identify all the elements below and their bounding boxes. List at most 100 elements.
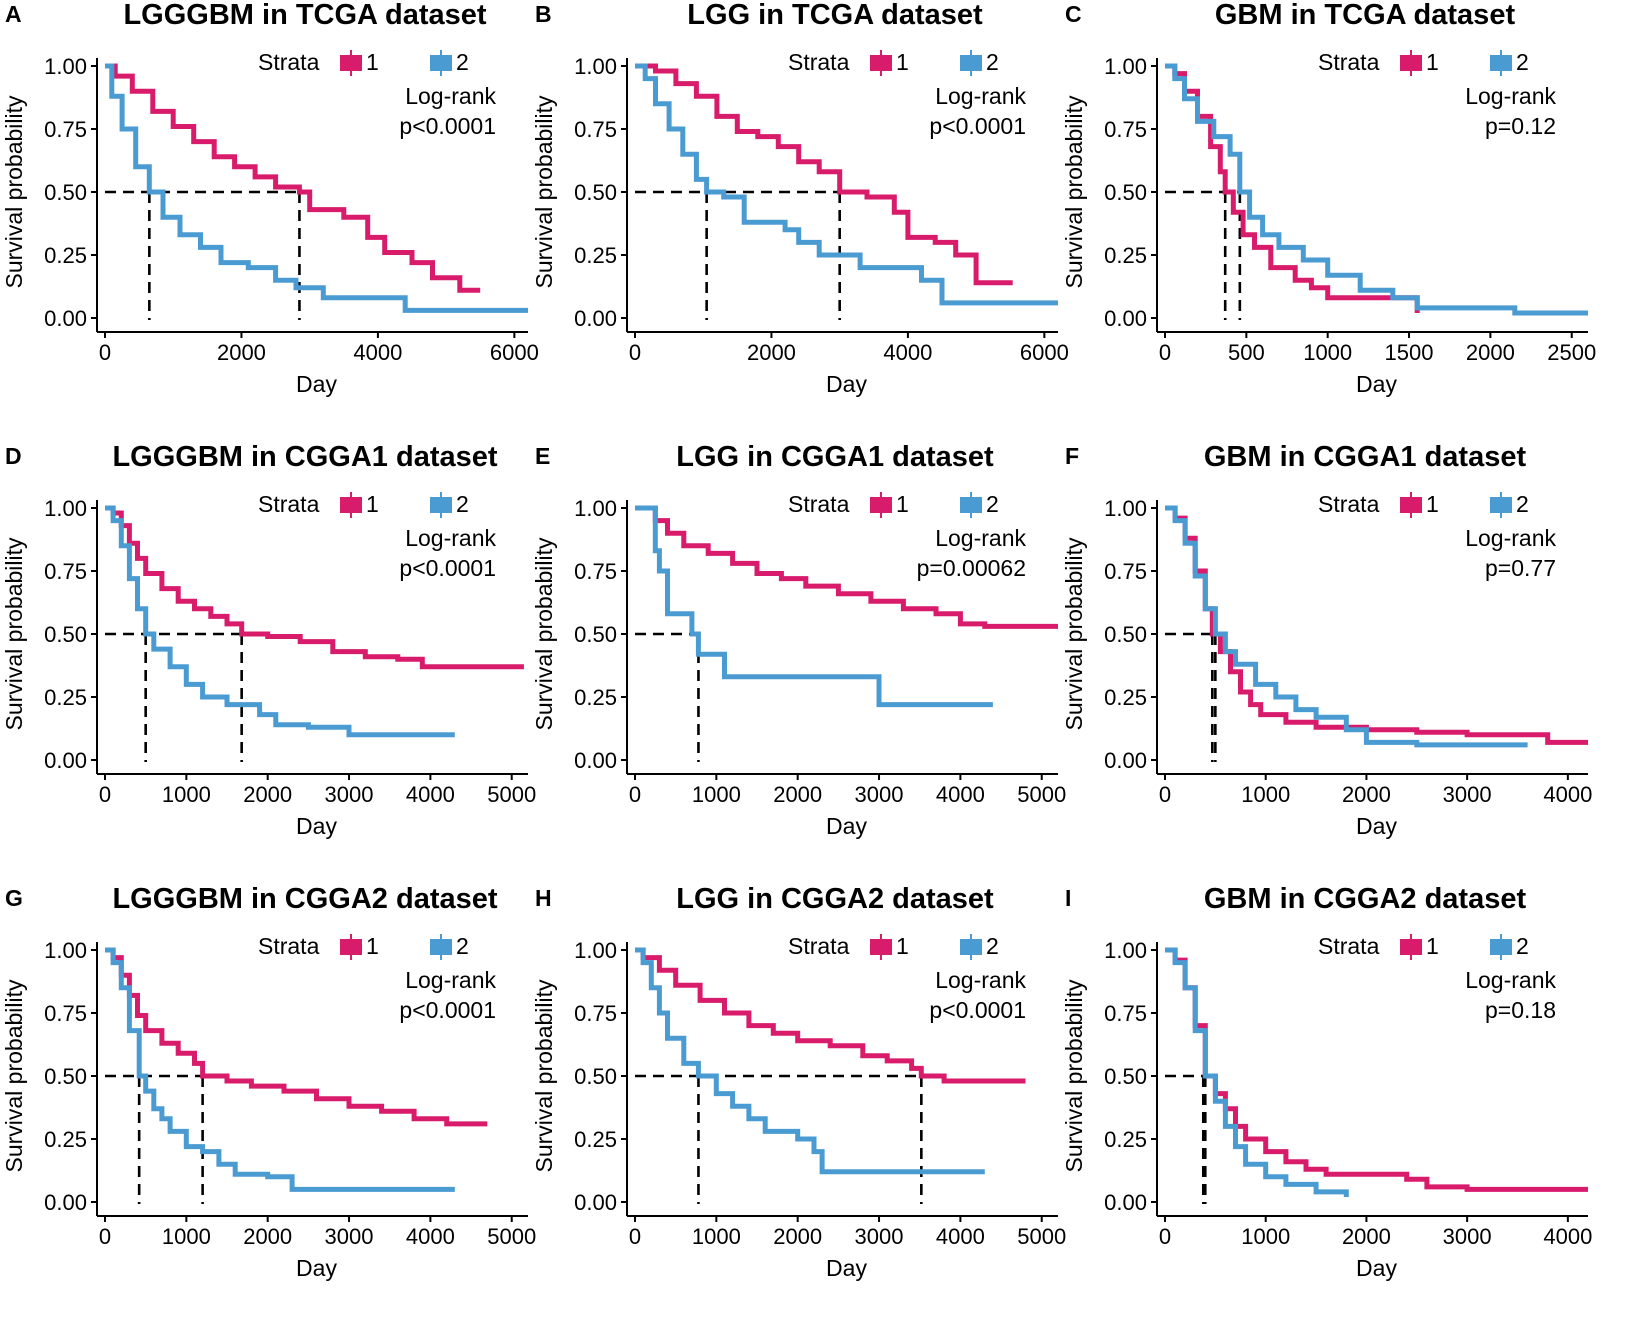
x-tick-label: 0	[99, 782, 111, 807]
logrank-pvalue: p<0.0001	[399, 113, 496, 139]
x-axis-title: Day	[1356, 371, 1397, 397]
y-tick-label: 0.75	[44, 559, 87, 584]
legend-label-strata-1: 1	[366, 49, 379, 75]
km-curve-strata-1	[105, 63, 481, 293]
x-tick-label: 3000	[325, 1224, 374, 1249]
y-tick-label: 1.00	[1104, 938, 1147, 963]
legend-label-strata-1: 1	[366, 933, 379, 959]
km-panel-h: H LGG in CGGA2 dataset 0.00 0.25 0.50 0.75 1.0…	[531, 883, 1066, 1281]
y-tick-label: 0.50	[574, 180, 617, 205]
logrank-label: Log-rank	[405, 525, 496, 551]
x-tick-label: 2000	[1342, 1224, 1391, 1249]
km-curve-strata-2	[635, 505, 993, 708]
legend-label-strata-2: 2	[456, 933, 469, 959]
y-tick-label: 0.75	[1104, 559, 1147, 584]
x-tick-label: 0	[629, 782, 641, 807]
x-tick-label: 1000	[1241, 1224, 1290, 1249]
logrank-pvalue: p<0.0001	[929, 113, 1026, 139]
km-curve-strata-1	[105, 505, 524, 670]
x-tick-label: 0	[99, 340, 111, 365]
y-tick-label: 0.50	[1104, 622, 1147, 647]
legend-title: Strata	[258, 49, 320, 75]
legend-label-strata-2: 2	[986, 49, 999, 75]
x-tick-label: 500	[1228, 340, 1265, 365]
x-tick-label: 3000	[855, 1224, 904, 1249]
x-axis-title: Day	[296, 371, 337, 397]
y-axis-title: Survival probability	[1, 537, 27, 731]
y-tick-label: 0.75	[1104, 1001, 1147, 1026]
y-tick-label: 0.00	[1104, 1190, 1147, 1215]
panel-title: LGGGBM in TCGA dataset	[123, 0, 486, 31]
x-tick-label: 2000	[773, 782, 822, 807]
x-axis-title: Day	[826, 1255, 867, 1281]
legend-label-strata-2: 2	[986, 491, 999, 517]
legend-title: Strata	[258, 491, 320, 517]
x-axis-title: Day	[1356, 813, 1397, 839]
logrank-label: Log-rank	[935, 83, 1026, 109]
logrank-label: Log-rank	[1465, 967, 1556, 993]
y-tick-label: 0.00	[574, 748, 617, 773]
legend: Strata 1 2	[258, 491, 469, 518]
x-tick-label: 4000	[353, 340, 402, 365]
km-curve-strata-1	[635, 63, 1013, 286]
x-axis-title: Day	[826, 813, 867, 839]
legend: Strata 1 2	[788, 49, 999, 76]
panel-title: LGG in CGGA1 dataset	[676, 441, 994, 473]
y-tick-label: 0.25	[1104, 685, 1147, 710]
km-curve-strata-1	[635, 947, 1026, 1084]
y-tick-label: 0.50	[44, 1064, 87, 1089]
logrank-pvalue: p=0.12	[1485, 113, 1556, 139]
x-tick-label: 0	[629, 340, 641, 365]
x-tick-label: 4000	[883, 340, 932, 365]
km-panel-i: I GBM in CGGA2 dataset 0.00 0.25 0.50 0.75 1.0…	[1061, 883, 1592, 1281]
x-axis-title: Day	[1356, 1255, 1397, 1281]
logrank-label: Log-rank	[405, 967, 496, 993]
panel-letter: A	[5, 1, 22, 27]
x-tick-label: 1000	[1303, 340, 1352, 365]
legend-title: Strata	[788, 491, 850, 517]
y-tick-label: 1.00	[574, 496, 617, 521]
x-tick-label: 4000	[406, 782, 455, 807]
y-tick-label: 0.00	[44, 1190, 87, 1215]
x-tick-label: 3000	[1443, 782, 1492, 807]
x-tick-label: 1000	[162, 1224, 211, 1249]
y-tick-label: 0.00	[44, 748, 87, 773]
legend-title: Strata	[258, 933, 320, 959]
panel-letter: H	[535, 885, 552, 911]
legend-label-strata-1: 1	[1426, 49, 1439, 75]
y-axis-title: Survival probability	[531, 95, 557, 289]
legend-title: Strata	[788, 933, 850, 959]
km-curve-strata-2	[1165, 947, 1349, 1197]
y-axis-title: Survival probability	[1, 95, 27, 289]
y-tick-label: 1.00	[1104, 496, 1147, 521]
km-curve-strata-2	[635, 947, 985, 1175]
legend-label-strata-1: 1	[1426, 491, 1439, 517]
panel-letter: C	[1065, 1, 1082, 27]
legend-title: Strata	[788, 49, 850, 75]
legend: Strata 1 2	[258, 49, 469, 76]
y-tick-label: 0.25	[574, 243, 617, 268]
y-tick-label: 0.50	[1104, 180, 1147, 205]
x-tick-label: 1500	[1385, 340, 1434, 365]
panel-letter: G	[5, 885, 23, 911]
km-curve-strata-2	[1165, 63, 1588, 316]
panel-letter: B	[535, 1, 552, 27]
km-panel-b: B LGG in TCGA dataset 0.00 0.25 0.50 0.75 1.00…	[531, 0, 1069, 397]
logrank-pvalue: p=0.18	[1485, 997, 1556, 1023]
y-tick-label: 0.25	[44, 685, 87, 710]
y-tick-label: 0.00	[574, 1190, 617, 1215]
x-tick-label: 3000	[325, 782, 374, 807]
x-tick-label: 4000	[936, 782, 985, 807]
x-tick-label: 0	[1159, 340, 1171, 365]
y-tick-label: 0.25	[1104, 243, 1147, 268]
y-tick-label: 1.00	[1104, 54, 1147, 79]
legend-label-strata-1: 1	[1426, 933, 1439, 959]
y-tick-label: 1.00	[574, 938, 617, 963]
km-panel-c: C GBM in TCGA dataset 0.00 0.25 0.50 0.75 1.00…	[1061, 0, 1596, 397]
x-tick-label: 5000	[1017, 1224, 1066, 1249]
x-tick-label: 0	[99, 1224, 111, 1249]
km-panel-f: F GBM in CGGA1 dataset 0.00 0.25 0.50 0.75 1.0…	[1061, 441, 1592, 839]
x-tick-label: 2000	[747, 340, 796, 365]
